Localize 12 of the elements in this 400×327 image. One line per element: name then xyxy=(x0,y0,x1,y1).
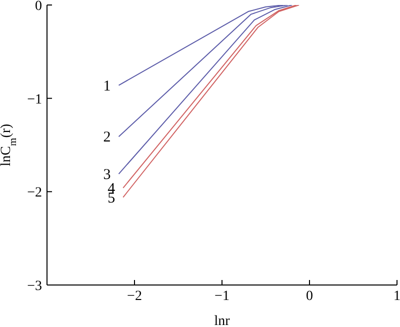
x-tick-label: −1 xyxy=(214,288,230,304)
y-tick-label: 0 xyxy=(35,0,42,14)
y-tick-label: −2 xyxy=(27,186,42,201)
x-tick-label: −2 xyxy=(127,288,142,304)
series-label: 2 xyxy=(103,130,111,146)
x-tick-label: 0 xyxy=(306,288,313,304)
x-axis-title: lnr xyxy=(214,314,230,327)
x-tick-label: 1 xyxy=(394,288,400,304)
y-tick-label: −1 xyxy=(27,92,42,108)
series-label: 3 xyxy=(103,166,111,183)
series-label: 1 xyxy=(103,78,111,94)
y-tick-label: −3 xyxy=(27,278,42,294)
